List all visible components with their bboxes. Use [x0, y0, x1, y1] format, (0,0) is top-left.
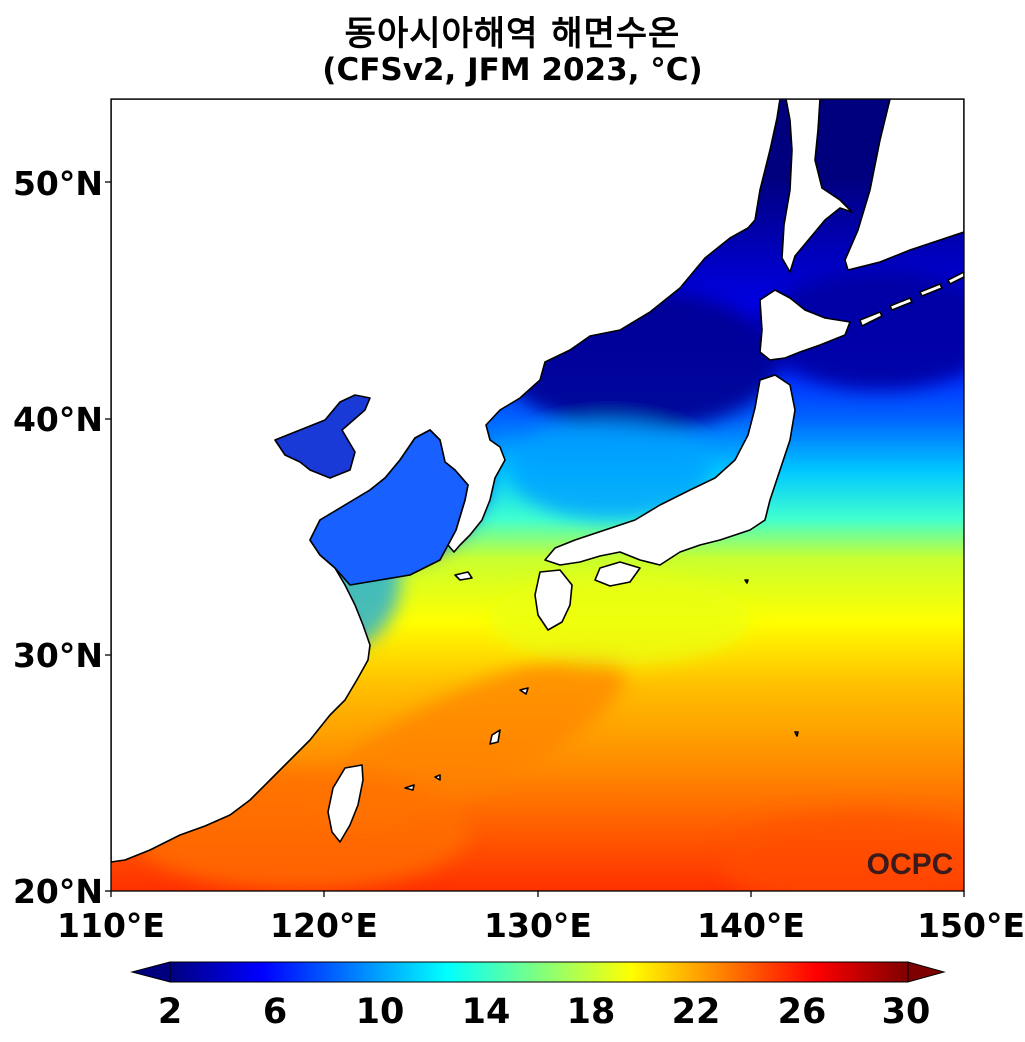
- lon-label-120: 120°E: [270, 906, 378, 945]
- lon-label-130: 130°E: [484, 906, 592, 945]
- map-title: 동아시아해역 해면수온: [344, 14, 681, 54]
- sakhalin: [781, 99, 853, 273]
- colorbar-tick-30: 30: [881, 992, 931, 1032]
- yellow-sea: [309, 429, 469, 586]
- ocpc-watermark: OCPC: [867, 848, 954, 881]
- hokkaido: [759, 289, 851, 361]
- jeju: [454, 571, 473, 581]
- honshu: [544, 374, 796, 566]
- colorbar-tick-18: 18: [566, 992, 616, 1032]
- colorbar-tick-6: 6: [262, 992, 288, 1032]
- axis-ticks: [105, 181, 965, 897]
- kuril-islands: [859, 271, 964, 328]
- lat-label-50: 50°N: [12, 164, 103, 203]
- colorbar: [130, 961, 946, 983]
- kamchatka-coast: [844, 99, 964, 271]
- shikoku: [594, 561, 641, 587]
- colorbar-tick-22: 22: [671, 992, 721, 1032]
- lon-label-110: 110°E: [57, 906, 165, 945]
- kyushu: [534, 569, 573, 631]
- map-subtitle: (CFSv2, JFM 2023, °C): [322, 52, 703, 88]
- bohai-sea: [274, 394, 371, 479]
- lat-label-40: 40°N: [12, 400, 103, 439]
- lon-label-150: 150°E: [917, 906, 1025, 945]
- lat-label-30: 30°N: [12, 636, 103, 675]
- land: [111, 99, 964, 863]
- colorbar-tick-26: 26: [777, 992, 827, 1032]
- colorbar-tick-10: 10: [355, 992, 405, 1032]
- lat-label-20: 20°N: [12, 872, 103, 911]
- lon-label-140: 140°E: [697, 906, 805, 945]
- taiwan: [327, 764, 364, 843]
- colorbar-tick-14: 14: [461, 992, 511, 1032]
- colorbar-tick-2: 2: [157, 992, 183, 1032]
